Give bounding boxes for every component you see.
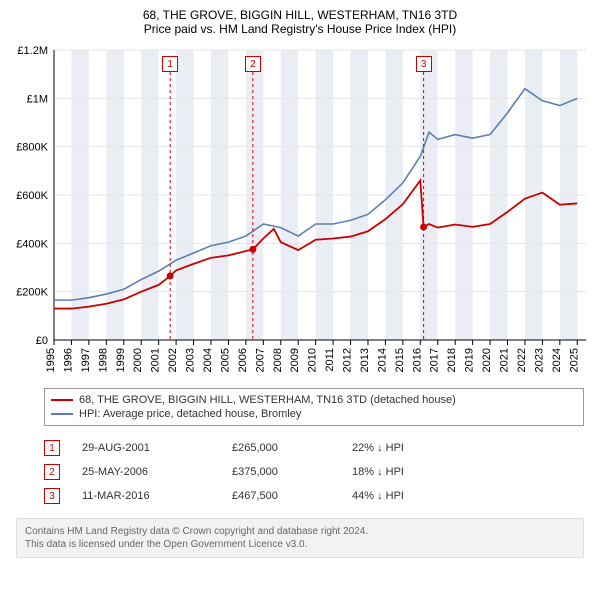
svg-text:2011: 2011 <box>324 348 336 372</box>
svg-text:2016: 2016 <box>411 348 423 372</box>
sales-table: 1 29-AUG-2001£265,00022% ↓ HPI 2 25-MAY-200… <box>44 436 584 508</box>
svg-text:2014: 2014 <box>376 348 388 372</box>
svg-text:2025: 2025 <box>568 348 580 372</box>
title-subtitle: Price paid vs. HM Land Registry's House … <box>8 22 592 36</box>
title-address: 68, THE GROVE, BIGGIN HILL, WESTERHAM, T… <box>8 8 592 22</box>
svg-text:1999: 1999 <box>115 348 127 372</box>
svg-text:1995: 1995 <box>45 348 57 372</box>
sale-diff: 18% ↓ HPI <box>352 466 472 478</box>
svg-text:2008: 2008 <box>272 348 284 372</box>
sale-diff: 44% ↓ HPI <box>352 490 472 502</box>
svg-text:2009: 2009 <box>289 348 301 372</box>
callout-1: 1 <box>162 56 178 72</box>
svg-text:£1.2M: £1.2M <box>17 45 48 57</box>
sale-row: 1 29-AUG-2001£265,00022% ↓ HPI <box>44 436 584 460</box>
legend-swatch <box>51 413 73 415</box>
svg-text:2019: 2019 <box>464 348 476 372</box>
callout-3: 3 <box>416 56 432 72</box>
sale-row: 2 25-MAY-2006£375,00018% ↓ HPI <box>44 460 584 484</box>
svg-text:£600K: £600K <box>16 190 48 202</box>
svg-text:2023: 2023 <box>533 348 545 372</box>
footer-line2: This data is licensed under the Open Gov… <box>25 538 575 551</box>
callout-2: 2 <box>245 56 261 72</box>
svg-text:2001: 2001 <box>150 348 162 372</box>
svg-text:2006: 2006 <box>237 348 249 372</box>
legend: 68, THE GROVE, BIGGIN HILL, WESTERHAM, T… <box>44 388 584 426</box>
svg-text:£1M: £1M <box>27 93 48 105</box>
sale-marker: 2 <box>44 464 60 480</box>
sale-diff: 22% ↓ HPI <box>352 442 472 454</box>
svg-text:2020: 2020 <box>481 348 493 372</box>
sale-price: £265,000 <box>232 442 352 454</box>
svg-text:1998: 1998 <box>97 348 109 372</box>
chart-container: 68, THE GROVE, BIGGIN HILL, WESTERHAM, T… <box>0 0 600 566</box>
sale-row: 3 11-MAR-2016£467,50044% ↓ HPI <box>44 484 584 508</box>
attribution-footer: Contains HM Land Registry data © Crown c… <box>16 518 584 558</box>
chart-title: 68, THE GROVE, BIGGIN HILL, WESTERHAM, T… <box>8 8 592 36</box>
svg-text:1997: 1997 <box>80 348 92 372</box>
sale-date: 29-AUG-2001 <box>82 442 232 454</box>
svg-text:2022: 2022 <box>516 348 528 372</box>
svg-text:2000: 2000 <box>132 348 144 372</box>
chart-svg: £0 £200K £400K £600K £800K £1M £1.2M 1995 1996 19… <box>8 42 592 382</box>
svg-text:2018: 2018 <box>446 348 458 372</box>
svg-text:1996: 1996 <box>62 348 74 372</box>
chart-plot-area: £0 £200K £400K £600K £800K £1M £1.2M 1995 1996 19… <box>8 42 592 382</box>
svg-text:£200K: £200K <box>16 287 48 299</box>
svg-text:2002: 2002 <box>167 348 179 372</box>
svg-text:2021: 2021 <box>499 348 511 372</box>
svg-text:£0: £0 <box>36 335 48 347</box>
svg-text:2012: 2012 <box>342 348 354 372</box>
sale-marker: 1 <box>44 440 60 456</box>
svg-text:2013: 2013 <box>359 348 371 372</box>
legend-swatch <box>51 399 73 401</box>
svg-text:2007: 2007 <box>254 348 266 372</box>
svg-text:2024: 2024 <box>551 348 563 372</box>
svg-text:2010: 2010 <box>307 348 319 372</box>
svg-text:2004: 2004 <box>202 348 214 372</box>
legend-label: 68, THE GROVE, BIGGIN HILL, WESTERHAM, T… <box>79 394 456 406</box>
sale-date: 11-MAR-2016 <box>82 490 232 502</box>
sale-price: £375,000 <box>232 466 352 478</box>
svg-text:£400K: £400K <box>16 238 48 250</box>
sale-marker: 3 <box>44 488 60 504</box>
svg-text:2015: 2015 <box>394 348 406 372</box>
legend-row: 68, THE GROVE, BIGGIN HILL, WESTERHAM, T… <box>51 393 577 407</box>
legend-label: HPI: Average price, detached house, Brom… <box>79 408 301 420</box>
svg-text:2017: 2017 <box>429 348 441 372</box>
svg-text:£800K: £800K <box>16 142 48 154</box>
footer-line1: Contains HM Land Registry data © Crown c… <box>25 525 575 538</box>
sale-date: 25-MAY-2006 <box>82 466 232 478</box>
sale-price: £467,500 <box>232 490 352 502</box>
svg-text:2003: 2003 <box>185 348 197 372</box>
legend-row: HPI: Average price, detached house, Brom… <box>51 407 577 421</box>
svg-text:2005: 2005 <box>219 348 231 372</box>
